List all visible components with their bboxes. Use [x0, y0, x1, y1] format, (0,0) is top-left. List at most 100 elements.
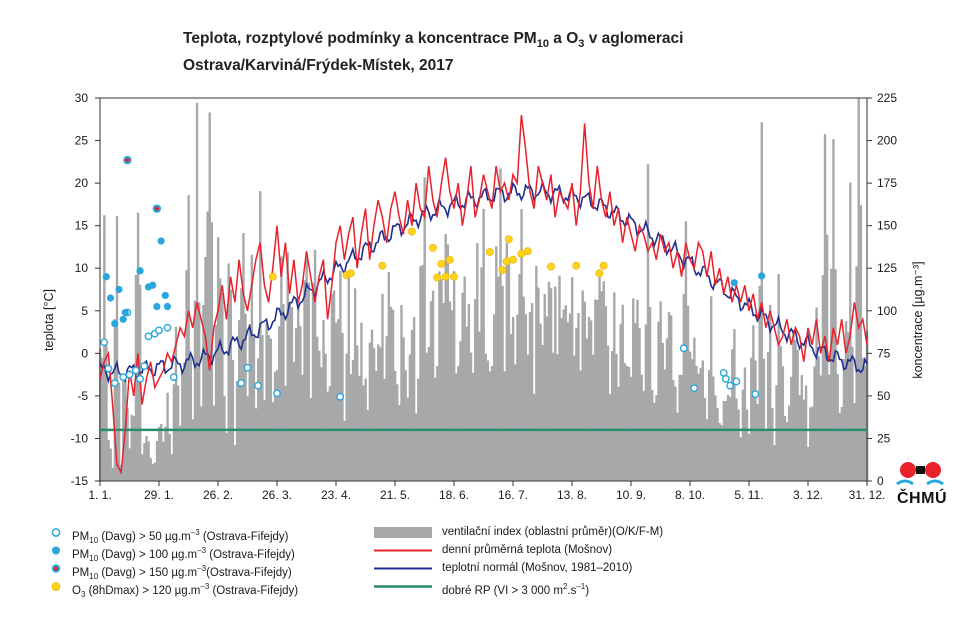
vi-bar — [655, 395, 658, 481]
vi-bar — [554, 286, 557, 481]
vi-bar — [533, 394, 536, 481]
vi-bar — [297, 300, 300, 481]
pm150-marker-center — [154, 206, 159, 211]
vi-bar — [615, 354, 618, 481]
vi-bar — [421, 264, 424, 481]
chmu-logo-text: ČHMÚ — [897, 490, 947, 507]
vi-bar — [716, 407, 719, 481]
chart-title-line1: Teplota, rozptylové podmínky a koncentra… — [183, 30, 684, 51]
vi-bar — [200, 406, 203, 481]
vi-bar — [739, 437, 742, 481]
vi-bar — [754, 360, 757, 481]
vi-bar — [486, 360, 490, 481]
vi-bar — [174, 326, 178, 481]
vi-bar — [145, 436, 148, 481]
vi-bar — [402, 337, 405, 481]
vi-bar — [764, 430, 768, 481]
vi-bar — [796, 349, 799, 481]
pm50-marker — [144, 332, 153, 341]
vi-bar — [469, 352, 473, 481]
o3-marker — [485, 248, 494, 257]
vi-bar — [459, 341, 462, 481]
y-tick-label-right: 100 — [877, 304, 897, 318]
pm50-marker — [751, 390, 760, 399]
o3-marker — [428, 243, 437, 252]
pm50-marker — [243, 363, 252, 372]
vi-bar — [507, 258, 511, 481]
pm100-marker — [730, 279, 738, 287]
vi-bar — [492, 314, 496, 481]
vi-bar — [844, 321, 848, 481]
vi-bar — [539, 323, 542, 481]
vi-bar — [275, 370, 279, 481]
pm50-marker — [732, 377, 741, 386]
vi-bar — [278, 326, 281, 481]
vi-bar — [101, 357, 104, 481]
vi-bar — [718, 423, 721, 481]
vi-bar — [541, 344, 544, 481]
o3-marker — [498, 265, 507, 274]
vi-bar — [769, 304, 772, 481]
vi-bar — [499, 168, 502, 481]
o3-marker — [445, 255, 454, 264]
o3-marker — [509, 255, 517, 264]
vi-bar — [162, 441, 165, 481]
vi-bar — [212, 405, 216, 481]
vi-bar — [254, 408, 258, 481]
vi-bar — [358, 375, 361, 481]
vi-bar — [501, 285, 504, 481]
vi-bar — [648, 307, 652, 481]
vi-bar — [604, 305, 608, 481]
vi-bar — [720, 424, 723, 481]
pm50-marker — [125, 370, 134, 379]
vi-bar — [676, 412, 679, 481]
o3-marker — [268, 272, 277, 281]
vi-bar — [551, 352, 555, 481]
vi-bar — [290, 307, 294, 481]
vi-bar — [787, 405, 791, 481]
normal-line-icon — [374, 567, 432, 570]
o3-marker — [437, 260, 446, 268]
pm50-marker — [721, 374, 730, 383]
vi-bar — [427, 346, 431, 481]
vi-bar — [573, 355, 576, 481]
vi-bar — [438, 271, 441, 481]
vi-bar — [387, 272, 391, 481]
vi-bar — [267, 335, 270, 481]
vi-bar — [122, 374, 125, 481]
pm50-marker — [100, 338, 109, 347]
vi-bar — [202, 305, 205, 481]
vi-bar — [265, 322, 268, 481]
pm50-marker — [155, 326, 163, 335]
x-tick-label: 5. 11. — [734, 488, 763, 502]
ventilation-index-bars — [98, 98, 869, 482]
y-tick-label-left: 0 — [81, 346, 88, 360]
vi-bar — [292, 361, 296, 481]
vi-bar — [802, 399, 806, 481]
vi-bar — [351, 360, 355, 481]
vi-bar — [610, 351, 614, 481]
vi-bar — [564, 305, 568, 481]
vi-bar — [377, 344, 380, 481]
vi-bar — [608, 394, 612, 481]
vi-bar — [828, 374, 831, 481]
vi-bar — [280, 256, 283, 481]
vi-bar — [667, 312, 671, 481]
vi-bar — [448, 301, 452, 481]
vi-bar — [830, 268, 833, 481]
vi-bar — [853, 403, 856, 481]
vi-bar — [294, 328, 298, 481]
vi-bar — [389, 306, 393, 481]
pm100-marker — [163, 302, 172, 311]
vi-bar — [497, 276, 500, 481]
vi-bar — [775, 385, 778, 481]
vi-bar — [465, 326, 468, 481]
vi-bar — [674, 386, 677, 481]
vi-bar — [710, 296, 713, 481]
vi-bar — [644, 324, 648, 481]
vi-bar — [263, 399, 266, 481]
vi-bar — [838, 412, 841, 481]
vi-bar — [332, 290, 336, 481]
pm150-marker-icon — [51, 564, 61, 573]
vi-bar — [398, 405, 401, 481]
